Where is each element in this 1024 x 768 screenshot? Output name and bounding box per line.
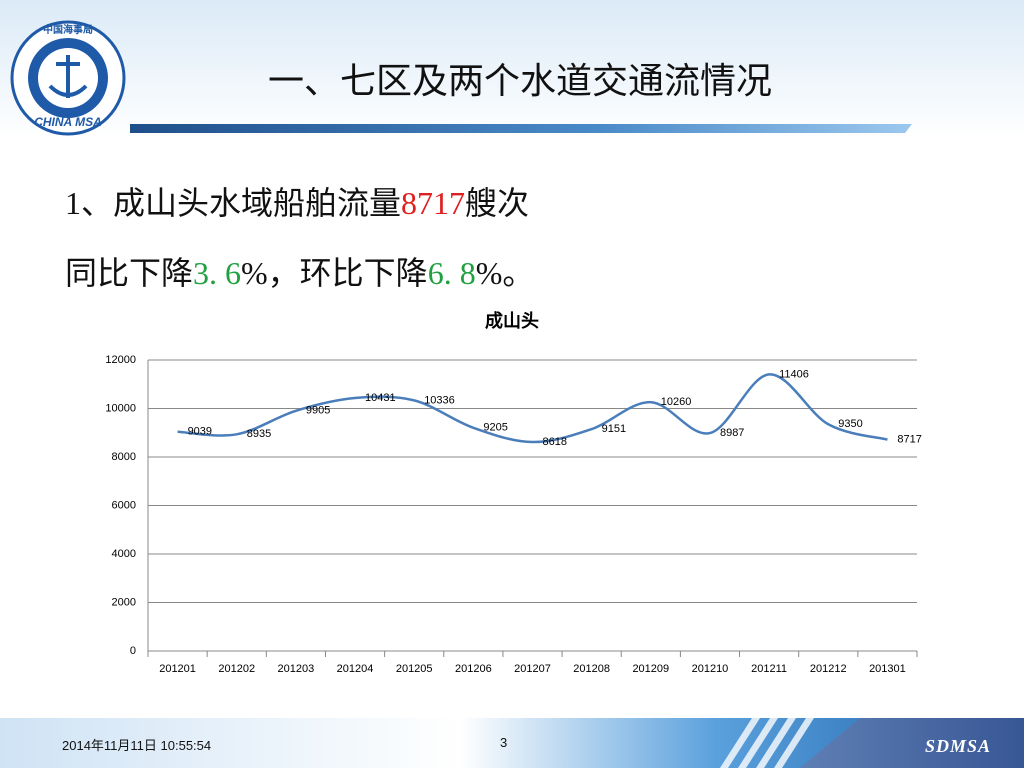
footer-bg [0, 718, 1024, 768]
x-tick-label: 201206 [455, 663, 492, 675]
x-tick-label: 201205 [396, 663, 433, 675]
text-line: 同比下降3. 6%，环比下降6. 8%。 [65, 248, 534, 294]
data-label: 8987 [720, 427, 744, 439]
y-tick-label: 0 [130, 645, 136, 657]
data-label: 8717 [897, 434, 921, 446]
highlight: 6. 8 [427, 255, 476, 291]
footer-accent [800, 718, 1024, 768]
data-line [177, 373, 888, 444]
data-label: 10336 [424, 394, 455, 406]
text-line: 1、成山头水域船舶流量8717艘次 [65, 178, 529, 224]
header-bar [130, 124, 912, 133]
x-tick-label: 201212 [810, 663, 847, 675]
x-tick-label: 201201 [159, 663, 196, 675]
data-label: 9905 [306, 405, 330, 417]
y-tick-label: 10000 [105, 402, 136, 414]
chart: 成山头 0 2000 4000 6000 8000 10000 12000 201201 201… [105, 310, 922, 675]
logo-top: 中国海事局 [43, 23, 93, 36]
data-label: 9350 [838, 418, 862, 430]
data-label: 9039 [188, 426, 212, 438]
data-label: 9205 [483, 422, 507, 434]
text: %。 [475, 255, 535, 291]
y-tick-label: 8000 [112, 451, 136, 463]
text: 艘次 [465, 185, 530, 221]
footer-brand: SDMSA [925, 736, 992, 756]
data-label: 10260 [661, 396, 692, 408]
logo: 中国海事局 CHINA MSA [10, 20, 126, 136]
x-tick-label: 201209 [632, 663, 669, 675]
x-tick-label: 201203 [278, 663, 315, 675]
data-label: 10431 [365, 392, 396, 404]
y-tick-label: 4000 [112, 548, 136, 560]
logo-bottom: CHINA MSA [34, 115, 102, 129]
data-label: 8618 [543, 436, 567, 448]
footer-stripes [720, 718, 814, 768]
text: %，环比下降 [241, 255, 428, 291]
x-tick-label: 201210 [692, 663, 729, 675]
page-number: 3 [500, 735, 508, 750]
y-tick-label: 12000 [105, 354, 136, 366]
data-label: 8935 [247, 428, 271, 440]
x-tick-label: 201207 [514, 663, 551, 675]
chart-title: 成山头 [485, 310, 539, 331]
y-tick-label: 6000 [112, 499, 136, 511]
header-bg [0, 0, 1024, 140]
x-tick-label: 201211 [751, 663, 787, 675]
text: 同比下降 [65, 255, 194, 291]
data-label: 11406 [779, 368, 809, 380]
x-tick-label: 201202 [218, 663, 255, 675]
highlight: 8717 [401, 185, 466, 221]
x-tick-label: 201204 [337, 663, 374, 675]
slide-title: 一、七区及两个水道交通流情况 [267, 61, 772, 101]
x-tick-label: 201301 [869, 663, 906, 675]
text: 1、成山头水域船舶流量 [65, 185, 402, 221]
x-tick-label: 201208 [573, 663, 610, 675]
highlight: 3. 6 [193, 255, 242, 291]
data-label: 9151 [602, 423, 626, 435]
footer-date: 2014年11月11日 10:55:54 [62, 738, 212, 753]
y-tick-label: 2000 [112, 596, 136, 608]
